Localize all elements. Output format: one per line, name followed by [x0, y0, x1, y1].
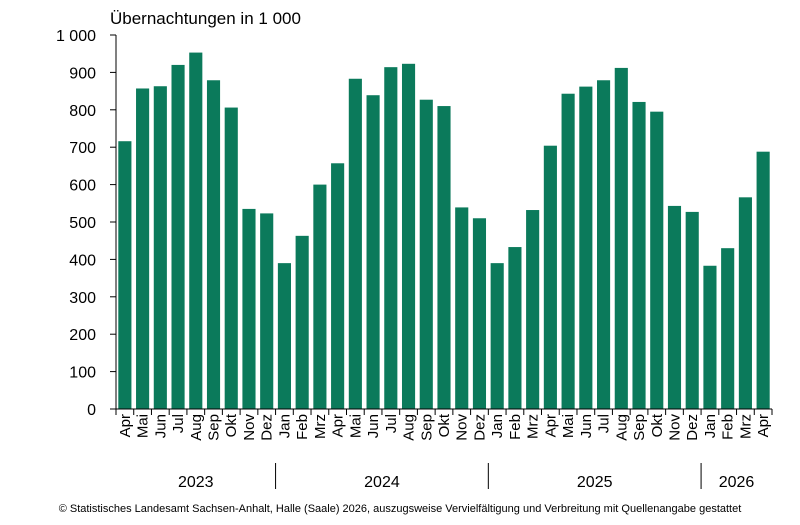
bar — [153, 86, 167, 409]
bars-group — [118, 52, 770, 410]
y-tick-label: 0 — [87, 402, 96, 419]
x-tick-label: Dez — [471, 414, 488, 441]
x-tick-label: Sep — [206, 414, 223, 441]
x-tick-label: Dez — [684, 414, 701, 441]
x-tick-label: Jan — [276, 414, 293, 438]
bar — [508, 247, 522, 409]
bar — [738, 197, 752, 409]
bar — [118, 141, 132, 409]
bar — [526, 210, 540, 409]
x-tick-label: Mrz — [737, 414, 754, 439]
x-tick-label: Mai — [135, 414, 152, 438]
year-label: 2023 — [178, 474, 214, 491]
x-tick-label: Okt — [649, 413, 666, 437]
x-tick-label: Okt — [436, 413, 453, 437]
y-tick-label: 600 — [69, 178, 96, 195]
bar — [632, 101, 646, 410]
y-axis: 0 100 200 300 400 500 600 700 800 900 1 000 — [56, 28, 117, 419]
bar — [437, 106, 451, 409]
y-tick-label: 700 — [69, 140, 96, 157]
bar — [721, 248, 735, 409]
bar — [206, 80, 221, 409]
x-tick-label: Feb — [294, 414, 311, 440]
bar — [579, 86, 593, 409]
x-tick-label: Mai — [347, 414, 364, 438]
x-tick-label: Feb — [720, 414, 737, 440]
bar — [224, 107, 238, 409]
x-tick-label: Aug — [188, 414, 205, 441]
bar — [490, 263, 504, 409]
bar — [543, 145, 557, 410]
y-tick-label: 500 — [69, 215, 96, 232]
bar — [597, 80, 611, 409]
bar — [614, 67, 628, 410]
y-tick-label: 100 — [69, 365, 96, 382]
year-label: 2026 — [719, 474, 755, 491]
bar — [260, 213, 274, 409]
bar — [561, 93, 575, 409]
x-tick-label: Mrz — [525, 414, 542, 439]
bar — [366, 95, 380, 410]
year-label: 2025 — [577, 474, 613, 491]
bar — [136, 88, 150, 410]
x-tick-label: Jul — [383, 414, 400, 433]
x-tick-label: Nov — [454, 414, 471, 441]
x-tick-label: Apr — [755, 414, 772, 437]
bar — [703, 265, 717, 409]
bar — [348, 78, 362, 410]
x-tick-label: Jul — [170, 414, 187, 433]
bar — [419, 99, 433, 410]
bar — [455, 207, 469, 409]
bar — [667, 205, 682, 409]
x-tick-label: Feb — [507, 414, 524, 440]
bar — [756, 151, 770, 410]
y-tick-label: 900 — [69, 65, 96, 82]
x-tick-label: Okt — [223, 413, 240, 437]
y-tick-label: 1 000 — [56, 28, 96, 45]
x-tick-label: Apr — [330, 414, 347, 437]
year-label: 2024 — [364, 474, 400, 491]
x-tick-label: Mrz — [312, 414, 329, 439]
y-tick-label: 400 — [69, 252, 96, 269]
bar — [384, 67, 398, 409]
y-axis-label: Übernachtungen in 1 000 — [110, 9, 301, 28]
x-tick-label: Apr — [542, 414, 559, 437]
x-tick-label: Jan — [702, 414, 719, 438]
x-tick-label: Aug — [401, 414, 418, 441]
bar — [242, 208, 256, 409]
bar — [313, 184, 327, 409]
bar — [650, 111, 664, 410]
bar — [685, 211, 699, 409]
bar — [277, 263, 291, 409]
x-tick-label: Sep — [631, 414, 648, 441]
x-tick-label: Nov — [241, 414, 258, 441]
x-tick-label: Jun — [578, 414, 595, 438]
x-tick-label: Jun — [365, 414, 382, 438]
x-tick-label: Apr — [117, 414, 134, 437]
x-axis: Apr Mai Jun Jul Aug Sep Okt Nov Dez Jan Feb Mrz Apr M… — [115, 408, 773, 491]
x-tick-label: Sep — [418, 414, 435, 441]
copyright-footer: © Statistisches Landesamt Sachsen-Anhalt… — [58, 503, 742, 515]
bar — [171, 64, 185, 410]
x-tick-label: Jun — [152, 414, 169, 438]
bar — [295, 235, 309, 409]
x-tick-label: Aug — [613, 414, 630, 441]
bar — [331, 163, 345, 409]
bar — [401, 63, 416, 409]
x-tick-label: Jul — [596, 414, 613, 433]
y-tick-label: 200 — [69, 327, 96, 344]
x-tick-label: Mai — [560, 414, 577, 438]
y-tick-label: 800 — [69, 103, 96, 120]
x-tick-label: Nov — [666, 414, 683, 441]
x-tick-label: Dez — [259, 414, 276, 441]
bar — [472, 218, 487, 409]
y-tick-label: 300 — [69, 290, 96, 307]
x-tick-label: Jan — [489, 414, 506, 438]
bar — [189, 52, 203, 409]
